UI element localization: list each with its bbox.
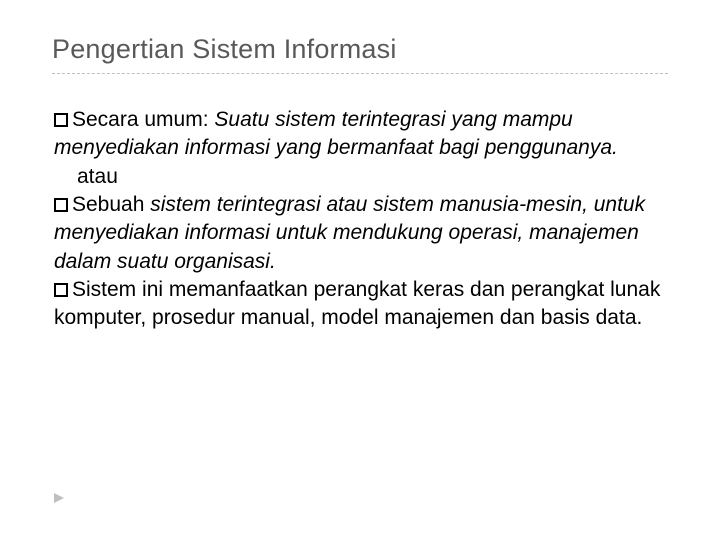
bullet-text-normal: ini memanfaatkan perangkat keras dan per… — [54, 278, 660, 329]
square-bullet-icon — [54, 198, 68, 212]
slide-title: Pengertian Sistem Informasi — [52, 34, 668, 65]
bullet-trailing: atau — [54, 163, 668, 191]
bullet-lead: Sebuah — [72, 193, 144, 216]
square-bullet-icon — [54, 283, 68, 297]
bullet-item: Secara umum: Suatu sistem terintegrasi y… — [54, 106, 668, 163]
bullet-text-normal: umum: — [139, 108, 215, 131]
bullet-lead: Sistem — [72, 278, 136, 301]
title-divider — [52, 73, 668, 74]
square-bullet-icon — [54, 113, 68, 127]
corner-arrow-icon — [52, 491, 66, 510]
bullet-item: Sebuah sistem terintegrasi atau sistem m… — [54, 191, 668, 276]
slide-body: Secara umum: Suatu sistem terintegrasi y… — [52, 106, 668, 333]
bullet-item: Sistem ini memanfaatkan perangkat keras … — [54, 276, 668, 333]
bullet-lead: Secara — [72, 108, 139, 131]
slide: Pengertian Sistem Informasi Secara umum:… — [0, 0, 720, 540]
